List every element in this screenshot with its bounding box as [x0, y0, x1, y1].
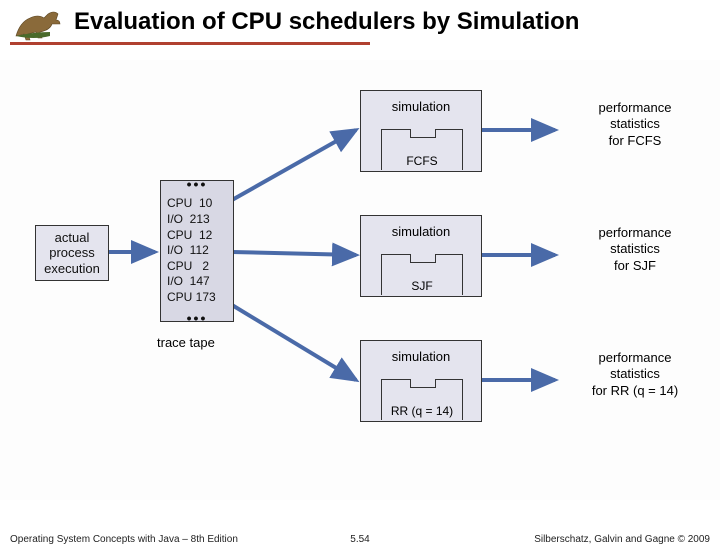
performance-stats-0: performancestatisticsfor FCFS [565, 100, 705, 149]
algorithm-chip: SJF [381, 254, 463, 295]
simulation-label: simulation [361, 349, 481, 364]
algorithm-chip: FCFS [381, 129, 463, 170]
trace-caption: trace tape [157, 335, 215, 350]
ellipsis-top-icon: ••• [161, 176, 233, 193]
actual-process-box: actual process execution [35, 225, 109, 281]
simulation-label: simulation [361, 99, 481, 114]
trace-content: CPU 10 I/O 213 CPU 12 I/O 112 CPU 2 I/O … [161, 192, 233, 309]
performance-stats-1: performancestatisticsfor SJF [565, 225, 705, 274]
slide-header: Evaluation of CPU schedulers by Simulati… [0, 0, 720, 45]
diagram-area: actual process execution ••• CPU 10 I/O … [0, 60, 720, 500]
performance-stats-2: performancestatisticsfor RR (q = 14) [565, 350, 705, 399]
algorithm-chip: RR (q = 14) [381, 379, 463, 420]
actual-line-2: process [36, 245, 108, 261]
actual-line-1: actual [36, 230, 108, 246]
simulation-label: simulation [361, 224, 481, 239]
dinosaur-logo-icon [10, 6, 70, 47]
trace-tape-box: ••• CPU 10 I/O 213 CPU 12 I/O 112 CPU 2 … [160, 180, 234, 322]
slide-title: Evaluation of CPU schedulers by Simulati… [74, 8, 720, 36]
simulation-box-sjf: simulation SJF [360, 215, 482, 297]
algorithm-name: SJF [382, 279, 462, 293]
algorithm-name: RR (q = 14) [382, 404, 462, 418]
simulation-box-rr-q-14-: simulation RR (q = 14) [360, 340, 482, 422]
ellipsis-bottom-icon: ••• [161, 310, 233, 327]
simulation-box-fcfs: simulation FCFS [360, 90, 482, 172]
algorithm-name: FCFS [382, 154, 462, 168]
actual-line-3: execution [36, 261, 108, 277]
